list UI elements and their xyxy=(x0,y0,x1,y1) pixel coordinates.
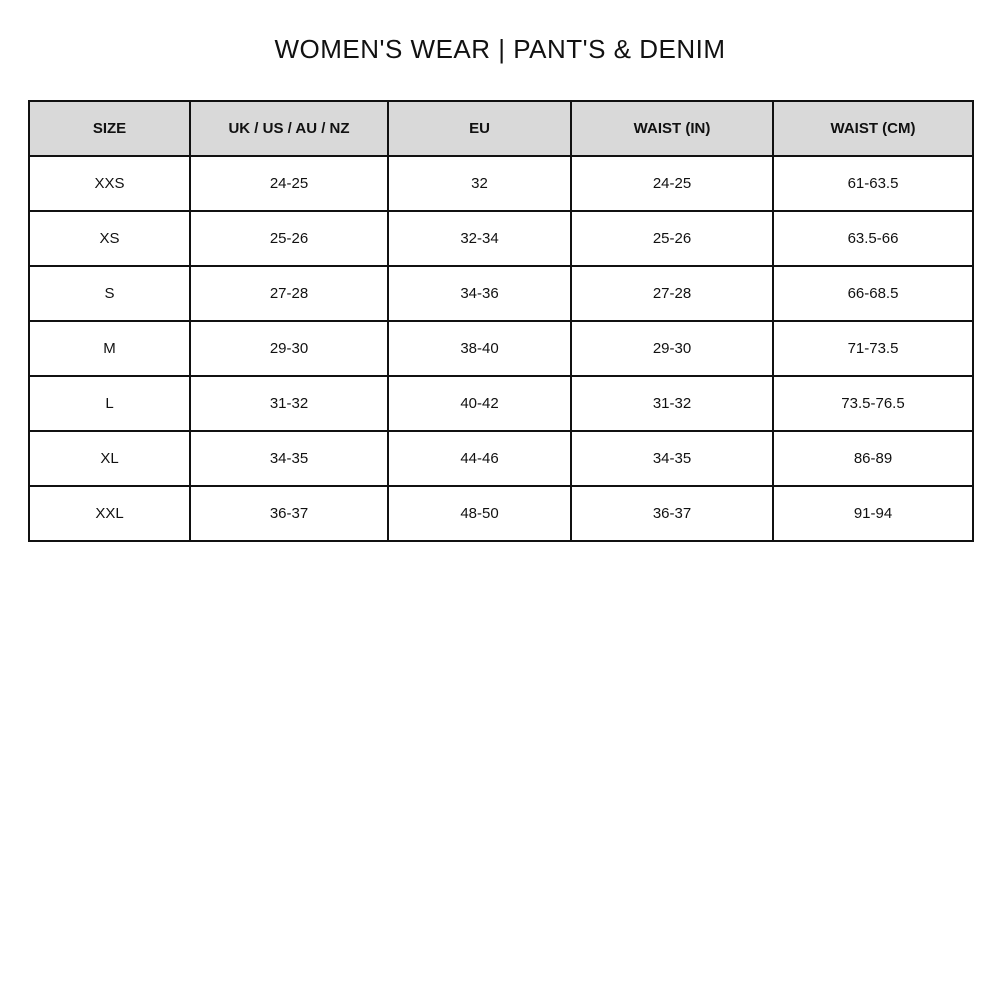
cell-eu: 44-46 xyxy=(387,430,572,487)
cell-size: M xyxy=(28,320,191,377)
column-header-eu: EU xyxy=(387,100,572,157)
cell-waist-cm: 91-94 xyxy=(772,485,974,542)
cell-waist-in: 34-35 xyxy=(570,430,774,487)
table-header-row: SIZE UK / US / AU / NZ EU WAIST (IN) WAIST (… xyxy=(28,100,974,157)
cell-waist-cm: 71-73.5 xyxy=(772,320,974,377)
table-row: XXS 24-25 32 24-25 61-63.5 xyxy=(28,155,974,212)
table-row: XL 34-35 44-46 34-35 86-89 xyxy=(28,430,974,487)
column-header-waist-cm: WAIST (CM) xyxy=(772,100,974,157)
cell-eu: 38-40 xyxy=(387,320,572,377)
table-row: S 27-28 34-36 27-28 66-68.5 xyxy=(28,265,974,322)
column-header-waist-in: WAIST (IN) xyxy=(570,100,774,157)
cell-size: XL xyxy=(28,430,191,487)
cell-size: XXL xyxy=(28,485,191,542)
cell-waist-cm: 86-89 xyxy=(772,430,974,487)
cell-waist-in: 29-30 xyxy=(570,320,774,377)
cell-eu: 32 xyxy=(387,155,572,212)
cell-uk-us-au-nz: 34-35 xyxy=(189,430,389,487)
cell-size: S xyxy=(28,265,191,322)
cell-uk-us-au-nz: 29-30 xyxy=(189,320,389,377)
cell-eu: 34-36 xyxy=(387,265,572,322)
cell-waist-in: 31-32 xyxy=(570,375,774,432)
cell-eu: 32-34 xyxy=(387,210,572,267)
cell-waist-in: 25-26 xyxy=(570,210,774,267)
page-title: WOMEN'S WEAR | PANT'S & DENIM xyxy=(274,34,726,64)
column-header-uk-us-au-nz: UK / US / AU / NZ xyxy=(189,100,389,157)
cell-uk-us-au-nz: 31-32 xyxy=(189,375,389,432)
cell-uk-us-au-nz: 25-26 xyxy=(189,210,389,267)
cell-waist-cm: 66-68.5 xyxy=(772,265,974,322)
cell-size: XXS xyxy=(28,155,191,212)
size-chart-table: SIZE UK / US / AU / NZ EU WAIST (IN) WAIST (… xyxy=(28,100,974,542)
cell-eu: 40-42 xyxy=(387,375,572,432)
cell-uk-us-au-nz: 27-28 xyxy=(189,265,389,322)
cell-waist-cm: 73.5-76.5 xyxy=(772,375,974,432)
cell-size: L xyxy=(28,375,191,432)
cell-waist-cm: 63.5-66 xyxy=(772,210,974,267)
table-body: XXS 24-25 32 24-25 61-63.5 XS 25-26 32-34 25-26 6… xyxy=(28,155,974,542)
cell-uk-us-au-nz: 24-25 xyxy=(189,155,389,212)
table-row: XS 25-26 32-34 25-26 63.5-66 xyxy=(28,210,974,267)
column-header-size: SIZE xyxy=(28,100,191,157)
cell-waist-cm: 61-63.5 xyxy=(772,155,974,212)
cell-waist-in: 36-37 xyxy=(570,485,774,542)
cell-eu: 48-50 xyxy=(387,485,572,542)
cell-uk-us-au-nz: 36-37 xyxy=(189,485,389,542)
cell-waist-in: 24-25 xyxy=(570,155,774,212)
table-row: M 29-30 38-40 29-30 71-73.5 xyxy=(28,320,974,377)
table-row: XXL 36-37 48-50 36-37 91-94 xyxy=(28,485,974,542)
cell-size: XS xyxy=(28,210,191,267)
cell-waist-in: 27-28 xyxy=(570,265,774,322)
table-row: L 31-32 40-42 31-32 73.5-76.5 xyxy=(28,375,974,432)
